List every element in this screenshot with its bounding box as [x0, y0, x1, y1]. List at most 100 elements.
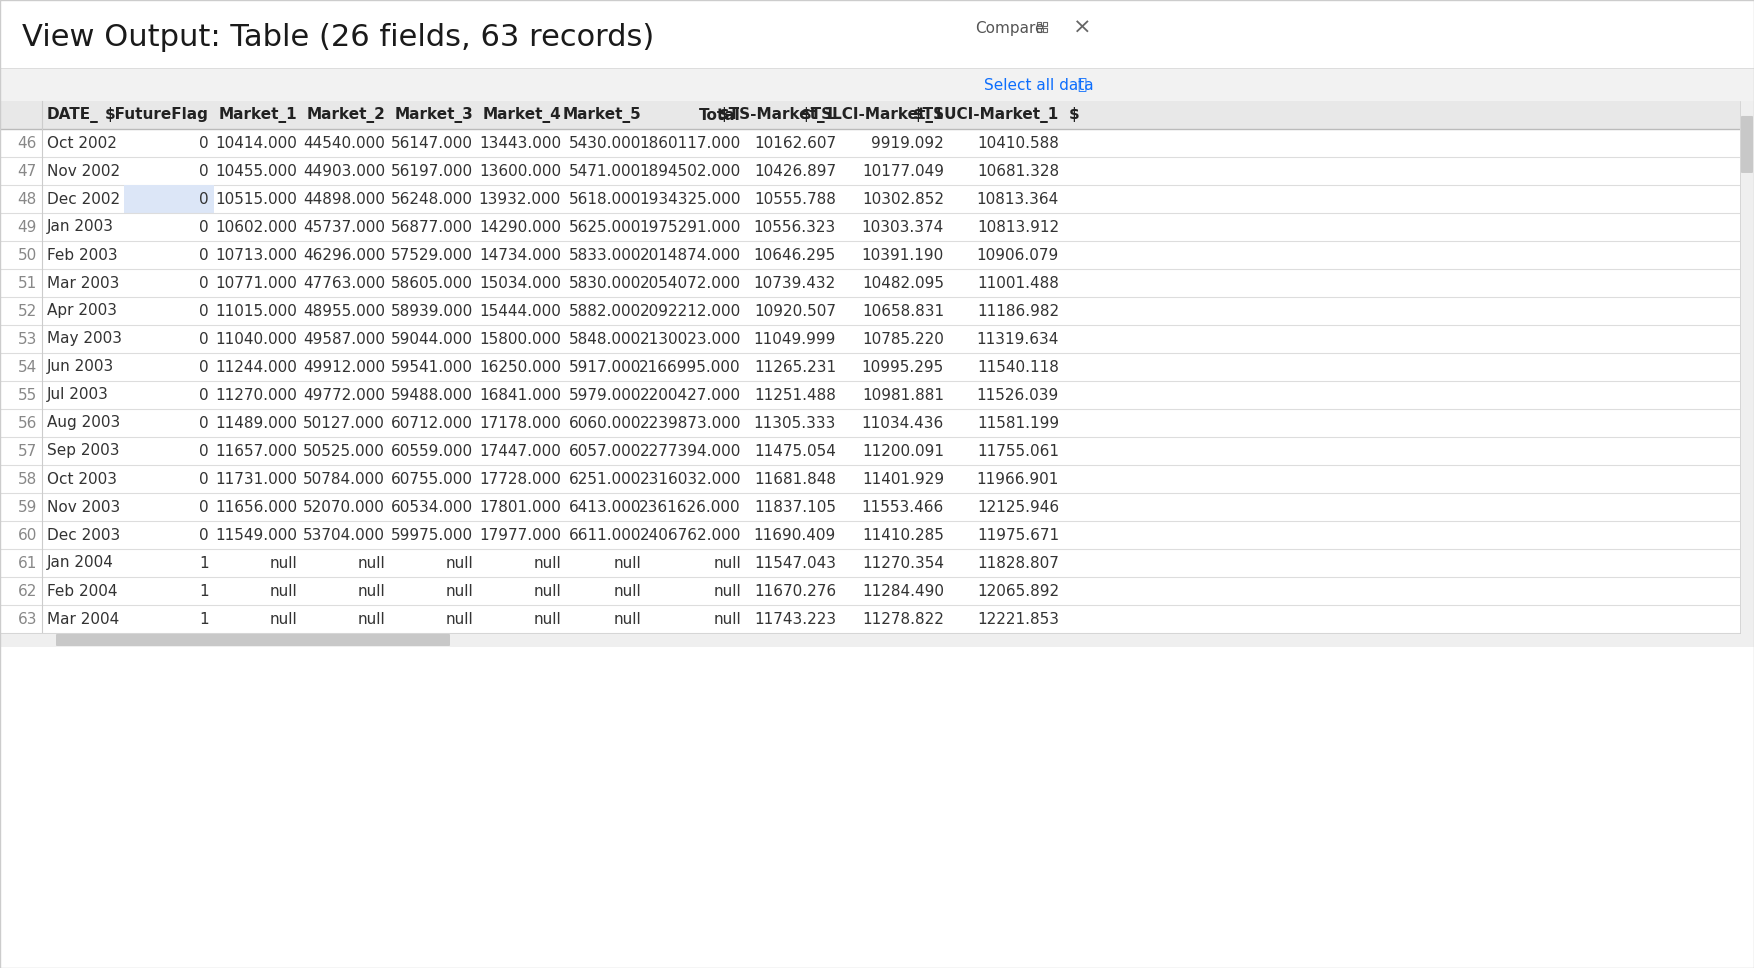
Bar: [0, 605, 1740, 633]
Text: 11049.999: 11049.999: [754, 331, 837, 347]
Text: 0: 0: [200, 304, 209, 318]
Bar: [0, 437, 1740, 465]
Bar: [125, 185, 214, 213]
Text: 10426.897: 10426.897: [754, 164, 837, 178]
Text: 10739.432: 10739.432: [754, 276, 837, 290]
Text: 13443.000: 13443.000: [479, 136, 561, 150]
Text: 0: 0: [200, 443, 209, 459]
Text: 6057.000: 6057.000: [568, 443, 640, 459]
Bar: [0, 0, 1754, 68]
Text: View Output: Table (26 fields, 63 records): View Output: Table (26 fields, 63 record…: [23, 23, 654, 52]
Text: 10555.788: 10555.788: [754, 192, 837, 206]
Text: 59: 59: [18, 499, 37, 515]
Bar: [1740, 101, 1754, 633]
Text: 10658.831: 10658.831: [861, 304, 944, 318]
Text: Market_4: Market_4: [482, 107, 561, 123]
Text: $FutureFlag: $FutureFlag: [105, 107, 209, 123]
Text: Feb 2003: Feb 2003: [47, 248, 118, 262]
Text: 59044.000: 59044.000: [391, 331, 474, 347]
Text: 0: 0: [200, 471, 209, 487]
Bar: [0, 381, 1740, 409]
Text: null: null: [614, 556, 640, 570]
Text: Mar 2003: Mar 2003: [47, 276, 119, 290]
Text: 10602.000: 10602.000: [216, 220, 296, 234]
Text: 11270.354: 11270.354: [861, 556, 944, 570]
FancyBboxPatch shape: [56, 634, 451, 646]
Text: 47: 47: [18, 164, 37, 178]
Text: 11837.105: 11837.105: [754, 499, 837, 515]
Text: 11410.285: 11410.285: [863, 528, 944, 542]
Text: 10302.852: 10302.852: [861, 192, 944, 206]
Text: 11670.276: 11670.276: [754, 584, 837, 598]
Text: 51: 51: [18, 276, 37, 290]
Text: 0: 0: [200, 276, 209, 290]
Text: null: null: [446, 612, 474, 626]
Text: 1894502.000: 1894502.000: [640, 164, 740, 178]
Text: 1934325.000: 1934325.000: [640, 192, 740, 206]
Text: 44903.000: 44903.000: [303, 164, 384, 178]
Bar: [0, 493, 1740, 521]
Text: Aug 2003: Aug 2003: [47, 415, 121, 431]
Bar: [0, 409, 1740, 437]
Text: 2054072.000: 2054072.000: [640, 276, 740, 290]
Text: 11284.490: 11284.490: [861, 584, 944, 598]
Text: Nov 2002: Nov 2002: [47, 164, 119, 178]
Text: 10813.912: 10813.912: [977, 220, 1059, 234]
Text: ⧉: ⧉: [1077, 77, 1086, 93]
Text: 48: 48: [18, 192, 37, 206]
Text: null: null: [714, 612, 740, 626]
Text: null: null: [446, 556, 474, 570]
Text: 59488.000: 59488.000: [391, 387, 474, 403]
Text: 60: 60: [18, 528, 37, 542]
Text: Mar 2004: Mar 2004: [47, 612, 119, 626]
Bar: [1037, 28, 1042, 32]
Text: 13932.000: 13932.000: [479, 192, 561, 206]
Text: 2406762.000: 2406762.000: [640, 528, 740, 542]
Text: 11265.231: 11265.231: [754, 359, 837, 375]
Text: 11656.000: 11656.000: [216, 499, 296, 515]
Text: Feb 2004: Feb 2004: [47, 584, 118, 598]
Text: 2014874.000: 2014874.000: [640, 248, 740, 262]
Text: 2361626.000: 2361626.000: [640, 499, 740, 515]
Text: null: null: [270, 556, 296, 570]
Text: null: null: [446, 584, 474, 598]
Bar: [0, 129, 1740, 157]
Text: 10556.323: 10556.323: [754, 220, 837, 234]
Text: 10681.328: 10681.328: [977, 164, 1059, 178]
Text: 11731.000: 11731.000: [216, 471, 296, 487]
Text: 15800.000: 15800.000: [479, 331, 561, 347]
Text: 0: 0: [200, 192, 209, 206]
Text: 6060.000: 6060.000: [568, 415, 640, 431]
Text: null: null: [270, 612, 296, 626]
Text: 46296.000: 46296.000: [303, 248, 384, 262]
Text: 2092212.000: 2092212.000: [640, 304, 740, 318]
Text: DATE_: DATE_: [47, 107, 98, 123]
Text: May 2003: May 2003: [47, 331, 123, 347]
Text: null: null: [533, 584, 561, 598]
Text: null: null: [714, 556, 740, 570]
Text: Oct 2003: Oct 2003: [47, 471, 118, 487]
Bar: [0, 157, 1740, 185]
Text: Oct 2002: Oct 2002: [47, 136, 118, 150]
Text: $: $: [1068, 107, 1080, 123]
Text: 10303.374: 10303.374: [861, 220, 944, 234]
Text: 58939.000: 58939.000: [391, 304, 474, 318]
Text: 5882.000: 5882.000: [568, 304, 640, 318]
Text: 1: 1: [200, 584, 209, 598]
Text: 49: 49: [18, 220, 37, 234]
Text: 5625.000: 5625.000: [568, 220, 640, 234]
Text: 11743.223: 11743.223: [754, 612, 837, 626]
Text: 5917.000: 5917.000: [568, 359, 640, 375]
Text: 0: 0: [200, 499, 209, 515]
Text: 15444.000: 15444.000: [479, 304, 561, 318]
Text: 10414.000: 10414.000: [216, 136, 296, 150]
Text: 48955.000: 48955.000: [303, 304, 384, 318]
Text: 49772.000: 49772.000: [303, 387, 384, 403]
Text: 11657.000: 11657.000: [216, 443, 296, 459]
Text: null: null: [614, 584, 640, 598]
Text: 10455.000: 10455.000: [216, 164, 296, 178]
Bar: [0, 185, 1740, 213]
Text: 14734.000: 14734.000: [479, 248, 561, 262]
Text: 11251.488: 11251.488: [754, 387, 837, 403]
Text: 0: 0: [200, 359, 209, 375]
